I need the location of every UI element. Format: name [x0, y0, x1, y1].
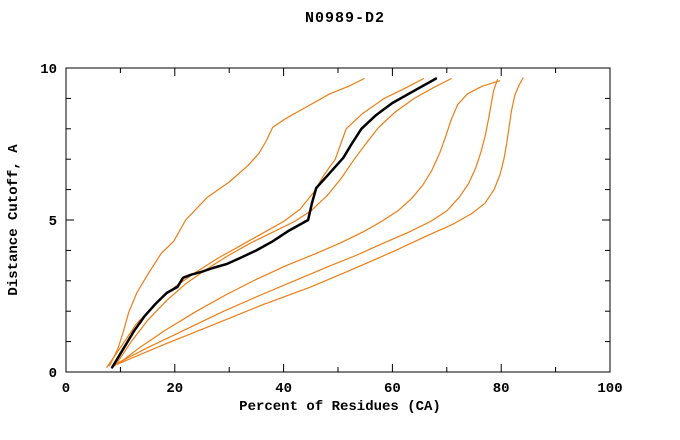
y-tick-label: 5 [49, 214, 57, 230]
chart-title: N0989-D2 [305, 10, 385, 27]
y-tick-label: 0 [49, 366, 57, 382]
curve-reference-model [110, 77, 438, 369]
y-axis-label: Distance Cutoff, A [6, 144, 22, 296]
x-tick-label: 40 [275, 381, 292, 397]
x-tick-label: 20 [166, 381, 183, 397]
x-tick-labels: 0 20 40 60 80 100 [62, 381, 623, 397]
curve-model-5 [114, 79, 498, 365]
x-tick-label: 60 [384, 381, 401, 397]
curves [106, 77, 524, 369]
x-tick-label: 0 [62, 381, 70, 397]
curve-model-1 [108, 78, 365, 367]
plot-border [65, 67, 611, 373]
plot-frame [65, 67, 611, 373]
x-axis-label: Percent of Residues (CA) [239, 399, 441, 415]
curve-model-6 [119, 77, 524, 364]
axis-ticks [65, 67, 611, 373]
y-tick-label: 10 [40, 62, 57, 78]
curve-model-2 [106, 78, 424, 368]
curve-model-3 [114, 78, 452, 367]
curve-model-4 [117, 80, 501, 365]
y-tick-labels: 0 5 10 [40, 62, 57, 382]
x-tick-label: 100 [597, 381, 622, 397]
x-tick-label: 80 [493, 381, 510, 397]
